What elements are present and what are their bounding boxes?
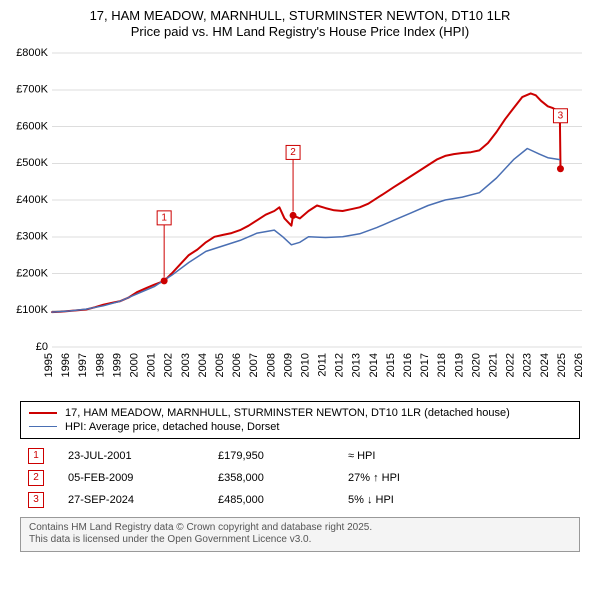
x-tick-label: 2026 xyxy=(573,353,585,377)
x-tick-label: 1998 xyxy=(94,353,106,377)
x-tick-label: 2005 xyxy=(214,353,226,377)
x-tick-label: 2019 xyxy=(453,353,465,377)
sale-row-date: 23-JUL-2001 xyxy=(68,450,218,462)
x-tick-label: 2015 xyxy=(385,353,397,377)
legend-swatch xyxy=(29,426,57,428)
x-tick-label: 2002 xyxy=(163,353,175,377)
sale-row-price: £358,000 xyxy=(218,472,348,484)
chart: £0 £100K £200K £300K £400K £500K £600K £700K £80… xyxy=(10,47,590,397)
sale-dot xyxy=(161,277,168,284)
series-hpi xyxy=(52,148,560,312)
sale-row-delta: 5% ↓ HPI xyxy=(348,494,478,506)
x-tick-label: 2000 xyxy=(128,353,140,377)
chart-svg: £0 £100K £200K £300K £400K £500K £600K £700K £80… xyxy=(10,47,590,397)
sale-marker-number: 3 xyxy=(558,110,564,121)
legend: 17, HAM MEADOW, MARNHULL, STURMINSTER NE… xyxy=(20,401,580,439)
copyright-footnote: Contains HM Land Registry data © Crown c… xyxy=(20,517,580,552)
x-tick-label: 2013 xyxy=(351,353,363,377)
sale-row-badge: 1 xyxy=(28,448,44,464)
x-tick-label: 2024 xyxy=(539,353,551,377)
y-tick-label: £600K xyxy=(16,120,48,132)
x-tick-label: 2007 xyxy=(248,353,260,377)
sale-row: 3 27-SEP-2024£485,0005% ↓ HPI xyxy=(20,489,580,511)
x-tick-label: 2011 xyxy=(317,353,329,377)
x-tick-label: 1996 xyxy=(60,353,72,377)
title-subtitle: Price paid vs. HM Land Registry's House … xyxy=(10,24,590,40)
x-tick-label: 1997 xyxy=(77,353,89,377)
sale-row-date: 27-SEP-2024 xyxy=(68,494,218,506)
x-tick-label: 2025 xyxy=(556,353,568,377)
x-tick-label: 2006 xyxy=(231,353,243,377)
sale-row-delta: 27% ↑ HPI xyxy=(348,472,478,484)
y-tick-label: £0 xyxy=(36,340,48,352)
y-tick-label: £800K xyxy=(16,47,48,59)
sale-row-delta: ≈ HPI xyxy=(348,450,478,462)
sale-marker-number: 2 xyxy=(290,146,296,157)
y-tick-label: £500K xyxy=(16,157,48,169)
sale-row: 1 23-JUL-2001£179,950≈ HPI xyxy=(20,445,580,467)
sale-row-badge: 2 xyxy=(28,470,44,486)
x-tick-label: 2009 xyxy=(282,353,294,377)
sale-row: 2 05-FEB-2009£358,00027% ↑ HPI xyxy=(20,467,580,489)
x-axis: 1995 1996 1997 1998 1999 2000 2001 2002 2003 2004… xyxy=(43,353,585,377)
y-tick-label: £700K xyxy=(16,83,48,95)
y-tick-label: £100K xyxy=(16,304,48,316)
legend-item: HPI: Average price, detached house, Dors… xyxy=(29,420,571,434)
x-tick-label: 1995 xyxy=(43,353,55,377)
title-address: 17, HAM MEADOW, MARNHULL, STURMINSTER NE… xyxy=(10,8,590,24)
x-tick-label: 2012 xyxy=(334,353,346,377)
legend-label: 17, HAM MEADOW, MARNHULL, STURMINSTER NE… xyxy=(65,407,510,419)
x-tick-label: 1999 xyxy=(111,353,123,377)
legend-label: HPI: Average price, detached house, Dors… xyxy=(65,421,279,433)
x-tick-label: 2008 xyxy=(265,353,277,377)
y-tick-label: £300K xyxy=(16,230,48,242)
sale-row-badge: 3 xyxy=(28,492,44,508)
y-axis: £0 £100K £200K £300K £400K £500K £600K £700K £80… xyxy=(16,47,48,353)
sale-dot xyxy=(290,211,297,218)
grid xyxy=(52,53,582,347)
x-tick-label: 2010 xyxy=(299,353,311,377)
x-tick-label: 2021 xyxy=(488,353,500,377)
footnote-line2: This data is licensed under the Open Gov… xyxy=(29,534,571,547)
x-tick-label: 2004 xyxy=(197,353,209,377)
y-tick-label: £200K xyxy=(16,267,48,279)
x-tick-label: 2023 xyxy=(522,353,534,377)
y-tick-label: £400K xyxy=(16,193,48,205)
sale-row-date: 05-FEB-2009 xyxy=(68,472,218,484)
legend-swatch xyxy=(29,412,57,414)
x-tick-label: 2003 xyxy=(180,353,192,377)
x-tick-label: 2017 xyxy=(419,353,431,377)
sale-row-price: £179,950 xyxy=(218,450,348,462)
page: 17, HAM MEADOW, MARNHULL, STURMINSTER NE… xyxy=(0,0,600,590)
sale-dot xyxy=(557,165,564,172)
x-tick-label: 2020 xyxy=(470,353,482,377)
x-tick-label: 2014 xyxy=(368,353,380,377)
sales-table: 1 23-JUL-2001£179,950≈ HPI 2 05-FEB-2009£35… xyxy=(20,445,580,511)
x-tick-label: 2016 xyxy=(402,353,414,377)
legend-item: 17, HAM MEADOW, MARNHULL, STURMINSTER NE… xyxy=(29,406,571,420)
sale-row-price: £485,000 xyxy=(218,494,348,506)
chart-title: 17, HAM MEADOW, MARNHULL, STURMINSTER NE… xyxy=(10,8,590,41)
x-tick-label: 2022 xyxy=(505,353,517,377)
footnote-line1: Contains HM Land Registry data © Crown c… xyxy=(29,522,571,535)
x-tick-label: 2018 xyxy=(436,353,448,377)
sale-marker-number: 1 xyxy=(161,212,167,223)
x-tick-label: 2001 xyxy=(146,353,158,377)
